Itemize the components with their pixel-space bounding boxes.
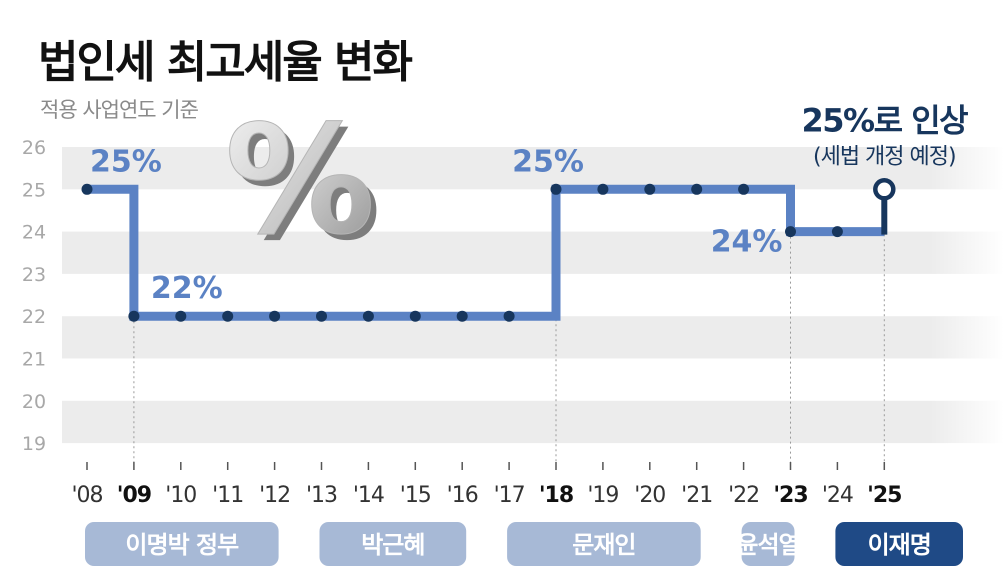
annotation-forecast: 25%로 인상 — [802, 101, 969, 139]
data-point — [550, 183, 562, 195]
y-axis: 26 25 24 23 22 21 20 19 — [22, 137, 46, 455]
x-tick-label: '12 — [259, 483, 290, 508]
period-bar — [741, 522, 795, 566]
y-tick-label: 25 — [22, 179, 46, 201]
grid-band — [62, 231, 1004, 274]
grid-bands — [62, 147, 1004, 444]
grid-band — [62, 316, 1004, 359]
grid-fade — [930, 140, 1004, 460]
data-point — [175, 310, 187, 322]
period-label: 윤석열 — [736, 531, 799, 559]
x-tick-label: '11 — [212, 483, 243, 508]
x-tick-label: '09 — [117, 483, 151, 508]
y-tick-label: 23 — [22, 264, 46, 286]
period-label: 이명박 정부 — [125, 531, 239, 559]
y-tick-label: 21 — [22, 349, 46, 371]
x-tick-label: '22 — [728, 483, 759, 508]
data-point — [269, 310, 281, 322]
government-periods: 이명박 정부 박근혜 문재인 윤석열 이재명 — [85, 522, 963, 566]
y-tick-label: 24 — [22, 222, 46, 244]
x-tick-label: '24 — [822, 483, 853, 508]
period-label: 이재명 — [868, 531, 931, 559]
x-tick-label: '23 — [773, 483, 807, 508]
y-tick-label: 26 — [22, 137, 46, 159]
data-point — [362, 310, 374, 322]
x-tick-label: '13 — [306, 483, 337, 508]
data-point — [456, 310, 468, 322]
chart-title: 법인세 최고세율 변화 — [38, 37, 413, 88]
data-point — [128, 310, 140, 322]
data-point — [81, 183, 93, 195]
x-tick-label: '14 — [353, 483, 384, 508]
data-point — [409, 310, 421, 322]
x-tick-label: '25 — [867, 483, 901, 508]
data-point — [503, 310, 515, 322]
period-bar — [835, 522, 963, 566]
annotation-label: 24% — [711, 225, 783, 260]
annotation-forecast-note: (세법 개정 예정) — [813, 144, 956, 169]
data-point — [785, 226, 796, 238]
data-point — [316, 310, 327, 322]
period-label: 문재인 — [572, 531, 635, 559]
x-tick-label: '15 — [400, 483, 431, 508]
x-tick-label: '17 — [494, 483, 525, 508]
x-axis: '08 '09 '10 '11 '12 '13 '14 '15 '16 '17 '18 '19 '20 '… — [71, 462, 902, 508]
grid-band — [62, 147, 1004, 190]
annotations: 25% 22% 25% 24% 25%로 인상 (세법 개정 예정) — [90, 101, 970, 306]
data-point — [738, 183, 750, 195]
data-points — [81, 178, 896, 322]
svg-text:%: % — [225, 94, 375, 268]
data-point — [597, 183, 609, 195]
annotation-label: 22% — [151, 271, 223, 306]
data-point — [691, 183, 703, 195]
period-bar — [319, 522, 467, 566]
data-point — [644, 183, 656, 195]
annotation-label: 25% — [90, 144, 162, 179]
x-tick-label: '21 — [681, 483, 712, 508]
data-point — [831, 226, 843, 238]
x-tick-label: '10 — [165, 483, 196, 508]
data-point-forecast — [873, 178, 896, 201]
grid-band — [62, 400, 1004, 444]
x-tick-label: '16 — [447, 483, 478, 508]
x-tick-label: '18 — [539, 483, 573, 508]
percent-icon: % % — [224, 94, 381, 275]
x-tick-label: '08 — [71, 483, 102, 508]
y-tick-label: 19 — [22, 433, 46, 455]
chart-subtitle: 적용 사업연도 기준 — [40, 98, 199, 122]
svg-text:%: % — [231, 100, 381, 274]
y-tick-label: 20 — [22, 391, 46, 413]
period-bar — [507, 522, 701, 566]
y-tick-label: 22 — [22, 306, 46, 328]
period-bar — [85, 522, 279, 566]
x-tick-label: '19 — [587, 483, 618, 508]
x-tick-label: '20 — [634, 483, 665, 508]
data-point — [222, 310, 234, 322]
annotation-label: 25% — [512, 144, 584, 179]
period-label: 박근혜 — [361, 531, 424, 559]
